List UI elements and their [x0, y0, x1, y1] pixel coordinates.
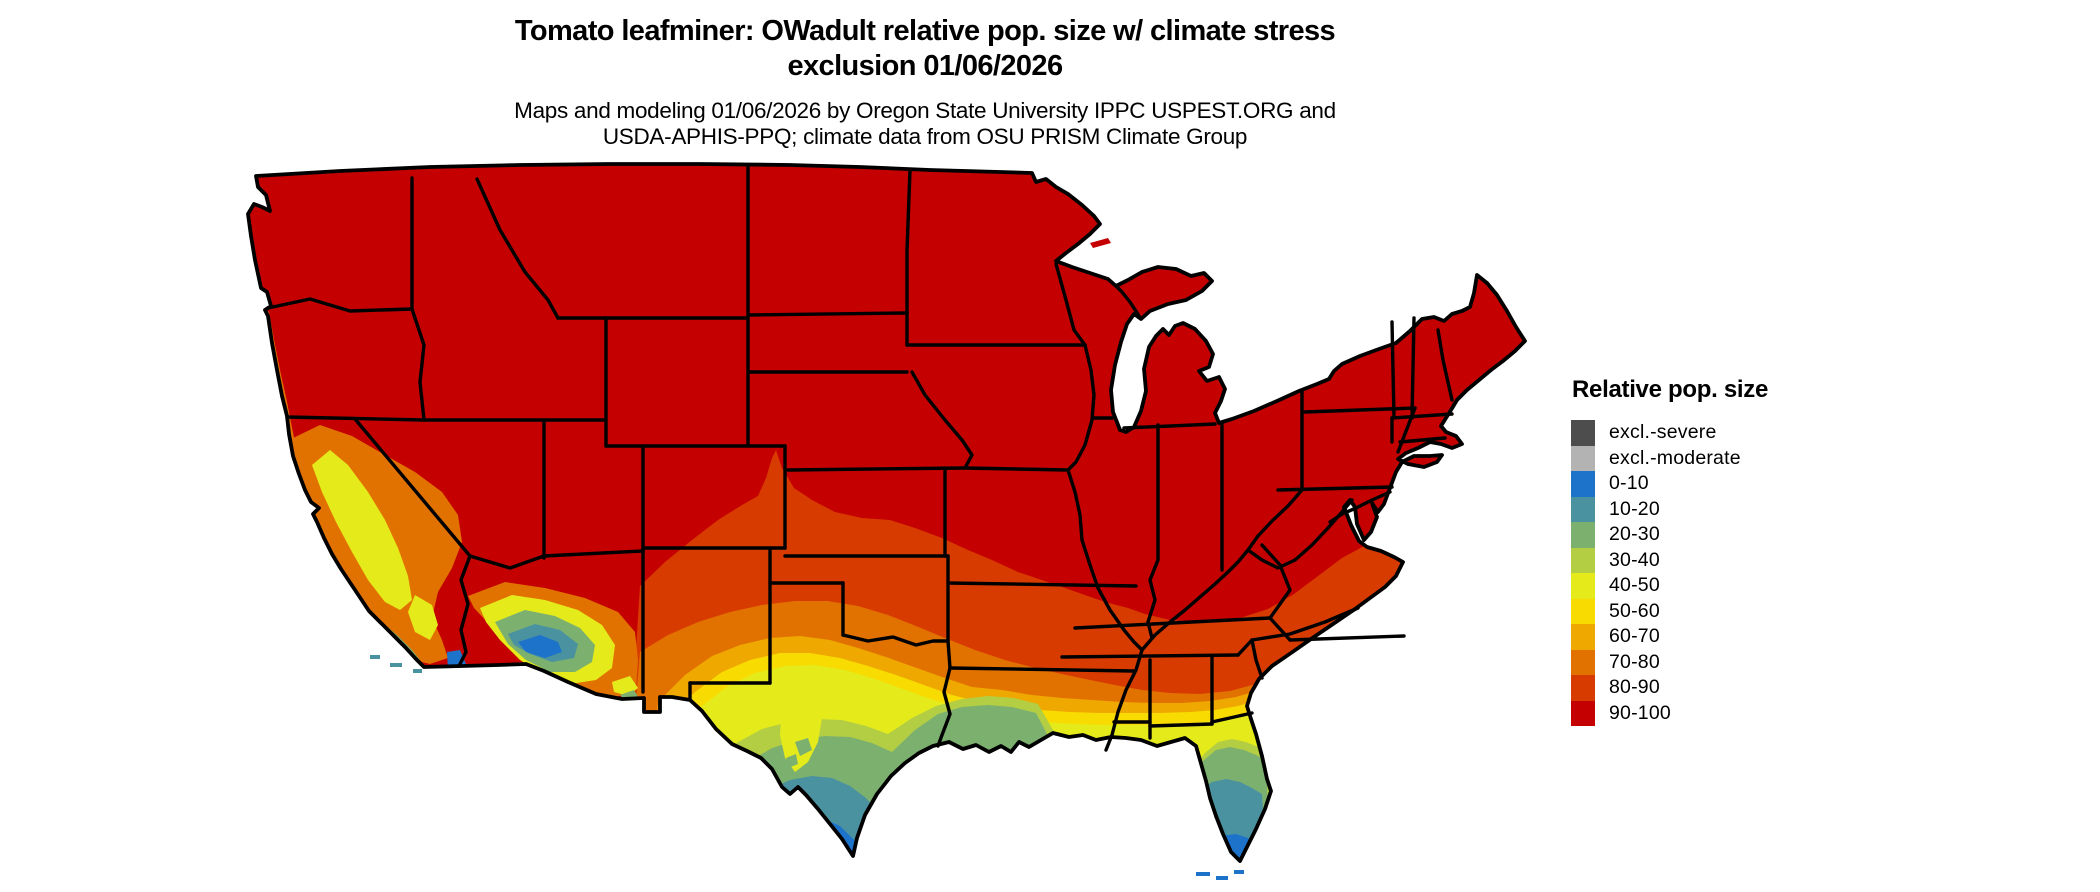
- legend-swatch: [1571, 420, 1595, 446]
- legend-swatch: [1571, 522, 1595, 548]
- legend-item: excl.-moderate: [1571, 445, 1871, 471]
- legend-item: 30-40: [1571, 547, 1871, 573]
- channel-island-2: [390, 663, 402, 667]
- legend: Relative pop. size excl.-severe excl.-mod…: [1571, 376, 1871, 726]
- legend-label: 40-50: [1609, 574, 1660, 597]
- channel-island-1: [370, 655, 380, 659]
- legend-label: 30-40: [1609, 548, 1660, 571]
- legend-item: 20-30: [1571, 522, 1871, 548]
- florida-keys-3: [1234, 870, 1244, 874]
- patch-socal-yellow: [408, 595, 438, 640]
- legend-label: 10-20: [1609, 497, 1660, 520]
- legend-swatch: [1571, 445, 1595, 471]
- legend-item: 90-100: [1571, 700, 1871, 726]
- us-outline: [246, 162, 1527, 863]
- legend-item: 60-70: [1571, 624, 1871, 650]
- legend-swatch: [1571, 598, 1595, 624]
- legend-swatch: [1571, 675, 1595, 701]
- patch-wtx-yellow: [780, 692, 822, 772]
- header: Tomato leafminer: OWadult relative pop. …: [0, 14, 1850, 150]
- map-subtitle-line1: Maps and modeling 01/06/2026 by Oregon S…: [514, 98, 1336, 123]
- map-title-line2: exclusion 01/06/2026: [787, 50, 1064, 82]
- florida-keys-2: [1216, 876, 1228, 880]
- legend-item: excl.-severe: [1571, 420, 1871, 446]
- legend-swatch: [1571, 471, 1595, 497]
- legend-label: 20-30: [1609, 523, 1660, 546]
- legend-swatch: [1571, 700, 1595, 726]
- patch-ca-valley-yellow: [312, 450, 412, 610]
- legend-item: 0-10: [1571, 471, 1871, 497]
- legend-rows: excl.-severe excl.-moderate 0-10 10-20 20-30…: [1571, 420, 1871, 726]
- legend-item: 70-80: [1571, 649, 1871, 675]
- legend-label: excl.-moderate: [1609, 446, 1741, 469]
- legend-label: 50-60: [1609, 599, 1660, 622]
- islands: [370, 238, 1244, 880]
- state-borders: [266, 165, 1454, 752]
- map-subtitle-line2: USDA-APHIS-PPQ; climate data from OSU PR…: [602, 124, 1248, 149]
- patch-az-blue: [518, 635, 562, 658]
- legend-swatch: [1571, 649, 1595, 675]
- legend-label: 80-90: [1609, 676, 1660, 699]
- legend-label: 70-80: [1609, 650, 1660, 673]
- legend-swatch: [1571, 547, 1595, 573]
- map-title-line1: Tomato leafminer: OWadult relative pop. …: [514, 15, 1336, 47]
- legend-swatch: [1571, 496, 1595, 522]
- patch-wtx-green1: [795, 738, 812, 756]
- legend-item: 10-20: [1571, 496, 1871, 522]
- legend-label: 0-10: [1609, 472, 1649, 495]
- legend-label: 60-70: [1609, 625, 1660, 648]
- band-0-10: [740, 818, 1262, 861]
- isle-royale: [1090, 238, 1111, 248]
- legend-swatch: [1571, 573, 1595, 599]
- florida-keys-1: [1196, 872, 1210, 876]
- legend-label: 90-100: [1609, 701, 1671, 724]
- legend-label: excl.-severe: [1609, 421, 1717, 444]
- legend-item: 80-90: [1571, 675, 1871, 701]
- legend-item: 40-50: [1571, 573, 1871, 599]
- legend-swatch: [1571, 624, 1595, 650]
- legend-item: 50-60: [1571, 598, 1871, 624]
- legend-title: Relative pop. size: [1572, 376, 1768, 403]
- channel-island-3: [413, 669, 422, 673]
- patch-wtx-green2: [786, 754, 798, 768]
